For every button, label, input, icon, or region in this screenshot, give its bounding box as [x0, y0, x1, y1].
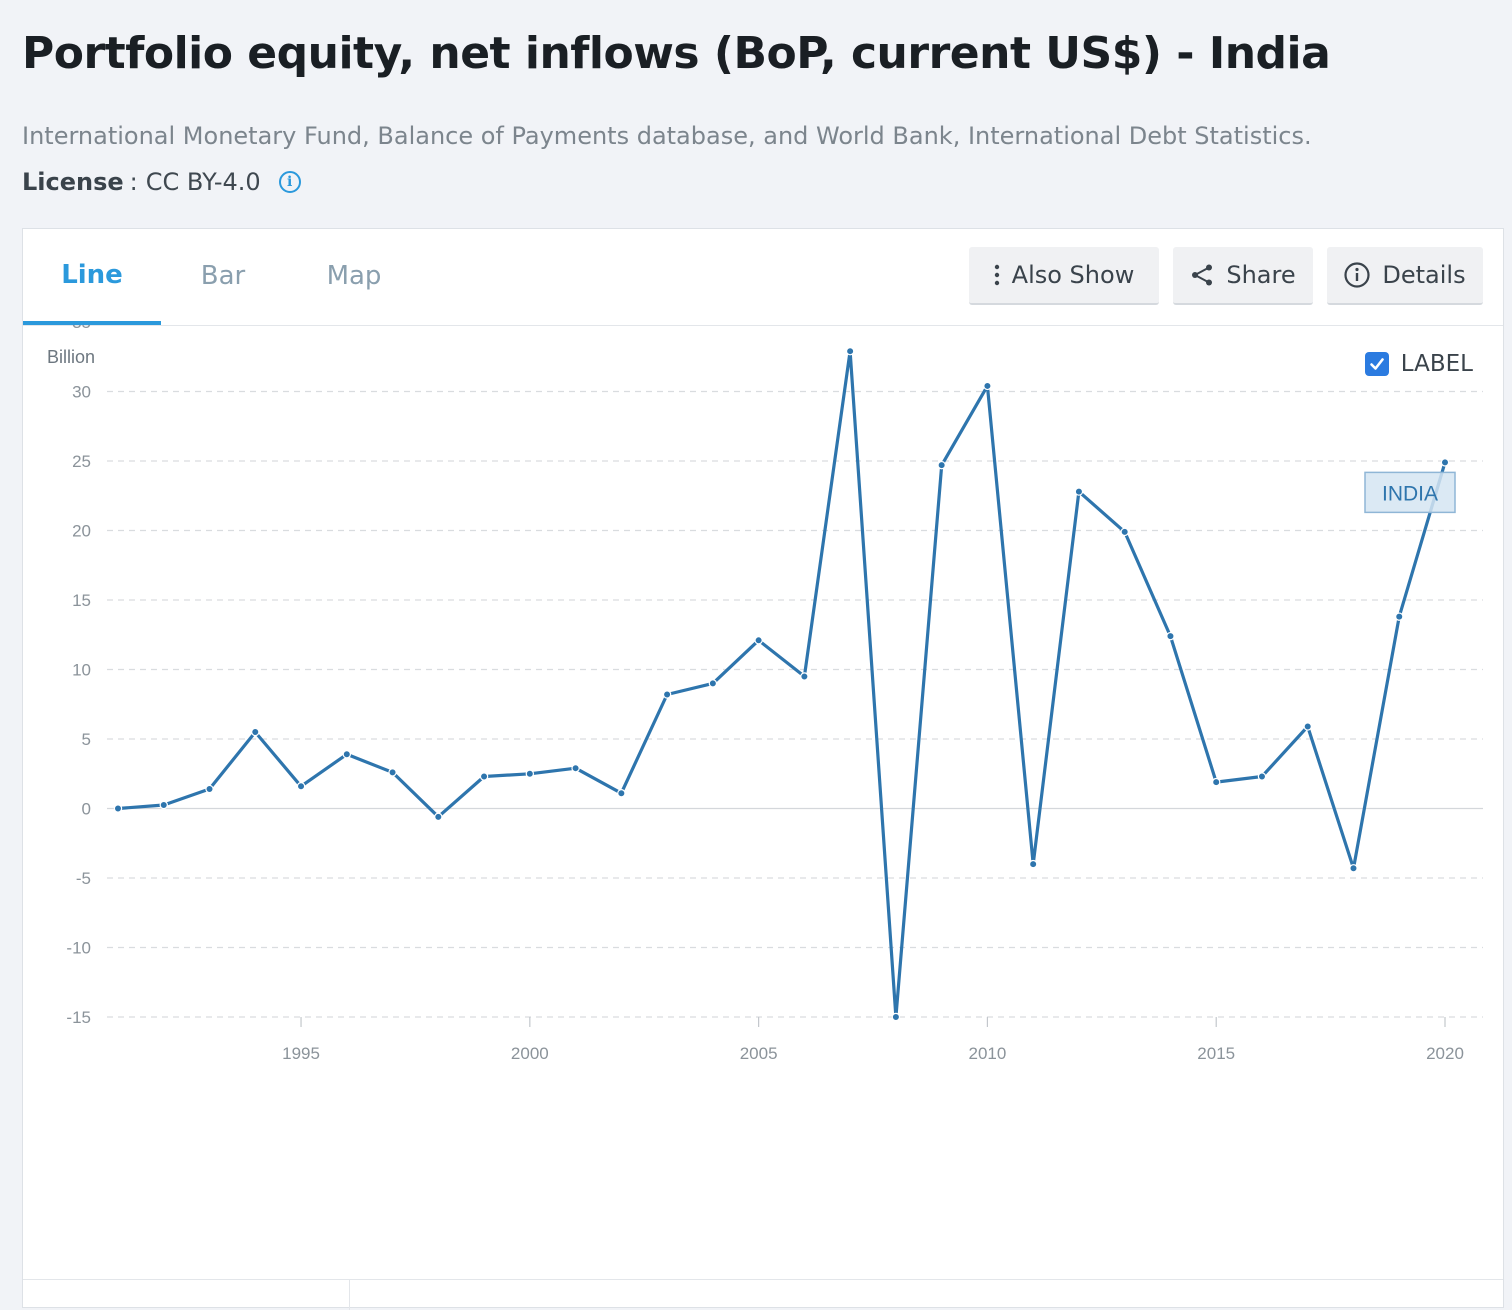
data-point — [662, 690, 672, 699]
data-point — [434, 812, 443, 822]
data-point — [1349, 864, 1358, 873]
tab-bar[interactable]: Bar — [200, 261, 246, 291]
data-point — [845, 346, 855, 356]
tab-line[interactable]: Line — [23, 229, 161, 325]
y-tick-label: 5 — [82, 730, 91, 749]
data-point — [1395, 612, 1404, 621]
more-vertical-icon — [994, 264, 999, 286]
series-line — [116, 349, 1447, 1019]
data-point — [754, 636, 763, 645]
data-point — [983, 381, 992, 391]
share-icon — [1192, 264, 1213, 286]
data-point — [800, 672, 809, 681]
license-row: License : CC BY-4.0 i — [22, 168, 301, 196]
bottom-strip — [23, 1279, 1503, 1310]
license-label: License — [22, 168, 124, 196]
data-point — [1257, 772, 1267, 781]
details-label: Details — [1382, 261, 1466, 289]
x-tick-label: 1995 — [282, 1044, 320, 1063]
license-info-icon[interactable]: i — [278, 171, 301, 193]
series-label-box — [1364, 471, 1456, 514]
data-point — [617, 789, 626, 798]
page-title: Portfolio equity, net inflows (BoP, curr… — [22, 28, 1331, 79]
chart-panel: Line Bar Map Also Show Share — [22, 228, 1504, 1310]
bottom-divider — [349, 1280, 350, 1310]
y-tick-label: 25 — [72, 452, 91, 471]
y-tick-label: 15 — [72, 591, 91, 610]
source-text: International Monetary Fund, Balance of … — [22, 122, 1312, 150]
x-tick-label: 2020 — [1426, 1044, 1464, 1063]
y-axis-unit-label: Billion — [47, 347, 95, 367]
data-point — [891, 1012, 901, 1022]
chart-area: LABEL Billion35302520151050-5-10-1519952… — [23, 313, 1503, 1305]
data-point — [251, 727, 260, 737]
also-show-label: Also Show — [1011, 261, 1135, 289]
y-tick-label: -10 — [66, 939, 91, 958]
line-chart: Billion35302520151050-5-10-1519952000200… — [47, 313, 1483, 1063]
share-button[interactable]: Share — [1173, 247, 1313, 305]
data-point — [708, 679, 718, 688]
data-point — [479, 772, 489, 781]
details-button[interactable]: Details — [1327, 247, 1483, 305]
tab-map[interactable]: Map — [326, 261, 382, 291]
data-point — [937, 460, 946, 470]
data-point — [342, 750, 351, 759]
data-point — [1120, 527, 1129, 537]
label-toggle-text: LABEL — [1400, 351, 1473, 377]
data-point — [113, 804, 123, 813]
chart-tabbar: Line Bar Map Also Show Share — [23, 229, 1503, 326]
data-point — [296, 782, 306, 791]
check-icon — [1369, 358, 1384, 370]
y-tick-label: -15 — [66, 1008, 91, 1027]
data-point — [1440, 458, 1450, 467]
y-tick-label: 20 — [72, 522, 91, 541]
license-separator: : — [129, 168, 138, 196]
label-checkbox[interactable] — [1364, 352, 1389, 376]
share-label: Share — [1226, 261, 1296, 289]
y-tick-label: 10 — [72, 661, 91, 680]
y-tick-label: -5 — [76, 869, 91, 888]
x-tick-label: 2000 — [511, 1044, 549, 1063]
data-point — [205, 784, 214, 794]
x-tick-label: 2010 — [968, 1044, 1006, 1063]
also-show-button[interactable]: Also Show — [969, 247, 1159, 305]
info-icon — [1344, 262, 1370, 288]
data-point — [571, 763, 580, 773]
data-point — [1028, 859, 1038, 869]
data-point — [1212, 777, 1221, 787]
data-point — [159, 800, 168, 810]
y-tick-label: 30 — [72, 383, 91, 402]
label-toggle[interactable]: LABEL — [1364, 351, 1473, 377]
x-tick-label: 2015 — [1197, 1044, 1235, 1063]
data-point — [1303, 722, 1312, 731]
license-value: CC BY-4.0 — [145, 168, 261, 196]
series-label: INDIA — [1382, 482, 1438, 505]
data-point — [388, 768, 397, 777]
y-tick-label: 35 — [72, 325, 91, 332]
y-tick-label: 0 — [82, 800, 91, 819]
x-tick-label: 2005 — [740, 1044, 778, 1063]
data-point — [1166, 631, 1175, 641]
data-point — [525, 769, 535, 778]
data-point — [1074, 487, 1084, 496]
